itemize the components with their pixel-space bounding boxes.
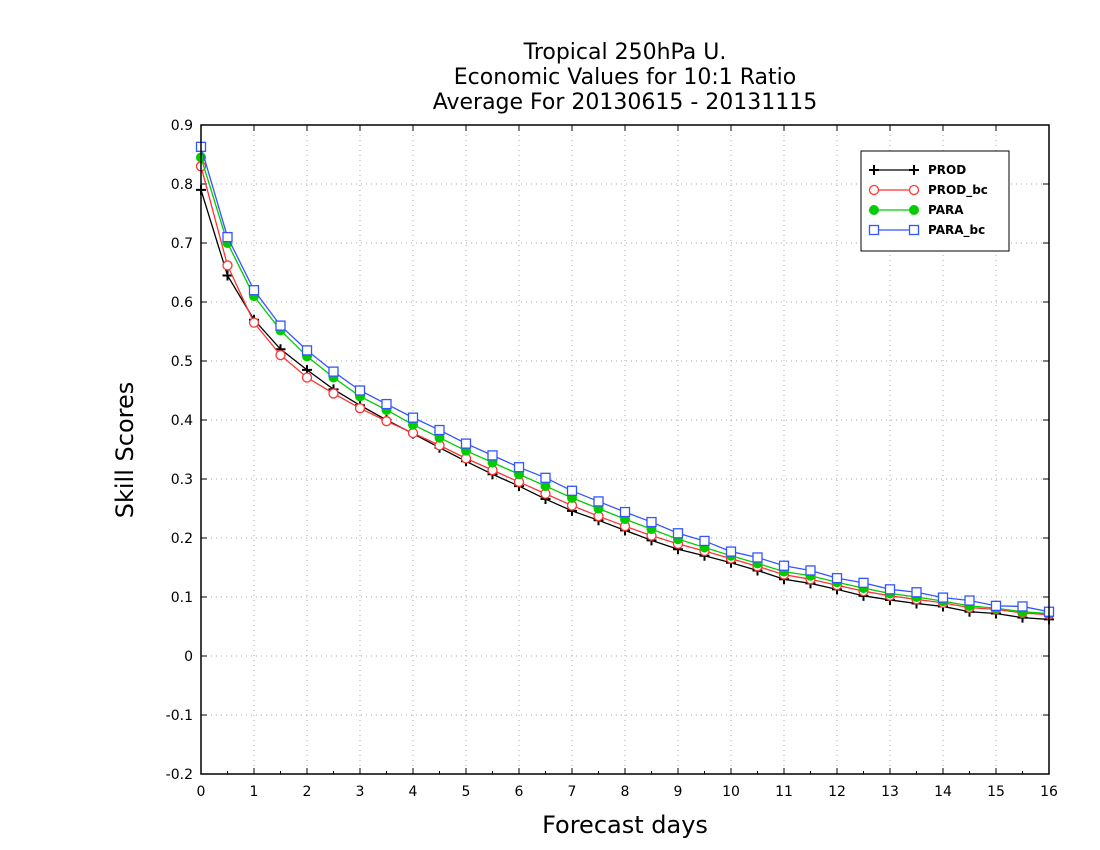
data-point-para-bc bbox=[354, 385, 366, 396]
x-tick-label: 2 bbox=[303, 784, 312, 800]
x-tick-label: 8 bbox=[621, 784, 630, 800]
data-point-para-bc bbox=[248, 285, 260, 296]
data-point-para-bc bbox=[725, 546, 737, 557]
data-point-para-bc bbox=[937, 592, 949, 603]
data-point-para-bc bbox=[831, 572, 843, 584]
data-point-prod-bc bbox=[222, 260, 233, 271]
data-point-para-bc bbox=[990, 600, 1002, 611]
data-point-para-bc bbox=[646, 516, 657, 528]
chart-title-line-1: Tropical 250hPa U. bbox=[523, 40, 727, 65]
legend-label-prod: PROD bbox=[928, 163, 966, 177]
x-tick-label: 11 bbox=[775, 784, 793, 800]
x-tick-label: 0 bbox=[197, 784, 206, 800]
data-point-para-bc bbox=[778, 560, 790, 571]
chart-title: Tropical 250hPa U. Economic Values for 1… bbox=[433, 40, 818, 115]
x-axis-label: Forecast days bbox=[542, 811, 708, 839]
y-tick-label: 0.5 bbox=[171, 354, 193, 370]
data-point-prod-bc bbox=[275, 349, 286, 361]
data-point-para-bc bbox=[301, 345, 313, 356]
x-tick-label: 14 bbox=[934, 784, 952, 800]
legend-label-prod-bc: PROD_bc bbox=[928, 183, 988, 198]
legend-label-para-bc: PARA_bc bbox=[928, 223, 985, 238]
data-point-para-bc bbox=[672, 528, 684, 539]
x-tick-label: 7 bbox=[568, 784, 577, 800]
x-tick-label: 1 bbox=[250, 784, 259, 800]
y-tick-label: 0.9 bbox=[171, 118, 193, 134]
legend-marker-para bbox=[869, 205, 879, 215]
data-point-prod-bc bbox=[301, 372, 313, 383]
y-tick-label: 0.8 bbox=[171, 177, 193, 193]
data-point-prod-bc bbox=[248, 317, 260, 328]
y-tick-label: 0.7 bbox=[171, 236, 193, 252]
grid-lines bbox=[201, 125, 1049, 774]
data-point-para-bc bbox=[964, 595, 975, 606]
x-tick-label: 10 bbox=[722, 784, 740, 800]
data-point-para-bc bbox=[328, 366, 339, 377]
data-point-para-bc bbox=[513, 462, 525, 473]
chart-title-line-3: Average For 20130615 - 20131115 bbox=[433, 90, 818, 115]
data-point-para-bc bbox=[699, 535, 710, 547]
x-tick-label: 15 bbox=[987, 784, 1005, 800]
x-tick-label: 13 bbox=[881, 784, 899, 800]
y-tick-label: 0 bbox=[184, 649, 193, 665]
y-tick-label: 0.2 bbox=[171, 531, 193, 547]
legend-marker-prod-bc bbox=[868, 184, 880, 196]
legend-marker-prod bbox=[909, 165, 919, 175]
series-lines bbox=[195, 141, 1055, 625]
y-tick-label: 0.1 bbox=[171, 590, 193, 606]
legend-box bbox=[860, 150, 1010, 252]
data-point-para-bc bbox=[381, 398, 392, 410]
legend: PROD PROD_bc PARA PARA_bc bbox=[860, 150, 1010, 252]
y-tick-label: 0.3 bbox=[171, 472, 193, 488]
data-point-para-bc bbox=[805, 565, 816, 576]
legend-marker-prod bbox=[869, 165, 879, 175]
legend-marker-para-bc bbox=[908, 224, 920, 236]
x-tick-label: 6 bbox=[515, 784, 524, 800]
x-tick-label: 5 bbox=[462, 784, 471, 800]
legend-marker-para-bc bbox=[868, 224, 880, 236]
data-point-prod-bc bbox=[354, 403, 366, 414]
y-axis-label: Skill Scores bbox=[111, 382, 139, 519]
y-tick-label: 0.4 bbox=[171, 413, 193, 429]
y-tick-label: 0.6 bbox=[171, 295, 193, 311]
data-point-prod-bc bbox=[328, 388, 339, 399]
data-point-para-bc bbox=[566, 485, 578, 496]
x-tick-label: 9 bbox=[674, 784, 683, 800]
data-point-para-bc bbox=[487, 450, 498, 461]
data-point-prod-bc bbox=[381, 416, 392, 427]
data-point-para-bc bbox=[858, 577, 869, 588]
x-tick-label: 3 bbox=[356, 784, 365, 800]
chart-title-line-2: Economic Values for 10:1 Ratio bbox=[454, 65, 796, 90]
data-point-para-bc bbox=[275, 320, 286, 331]
data-point-para-bc bbox=[460, 438, 472, 449]
legend-marker-prod-bc bbox=[908, 184, 920, 196]
data-point-para-bc bbox=[434, 424, 445, 436]
data-point-prod-bc bbox=[407, 427, 419, 439]
data-point-para-bc bbox=[1017, 601, 1028, 612]
plot-frame bbox=[200, 124, 1050, 775]
data-point-para-bc bbox=[619, 506, 631, 518]
data-point-para-bc bbox=[884, 584, 896, 595]
data-point-prod bbox=[222, 270, 233, 281]
legend-label-para: PARA bbox=[928, 203, 964, 217]
x-tick-label: 4 bbox=[409, 784, 418, 800]
tick-labels: -0.2-0.100.10.20.30.40.50.60.70.80.90 1 2 3… bbox=[166, 118, 1058, 800]
data-point-para-bc bbox=[593, 496, 604, 507]
x-tick-label: 12 bbox=[828, 784, 846, 800]
y-tick-label: -0.1 bbox=[166, 708, 193, 724]
data-point-para-bc bbox=[222, 231, 233, 243]
data-point-para-bc bbox=[407, 412, 419, 423]
data-point-para-bc bbox=[540, 472, 551, 483]
data-point-para-bc bbox=[752, 552, 763, 563]
data-point-para-bc bbox=[911, 587, 922, 598]
legend-marker-para bbox=[909, 205, 919, 215]
y-tick-label: -0.2 bbox=[166, 767, 193, 783]
series-line-prod bbox=[200, 189, 1050, 621]
x-tick-label: 16 bbox=[1040, 784, 1058, 800]
